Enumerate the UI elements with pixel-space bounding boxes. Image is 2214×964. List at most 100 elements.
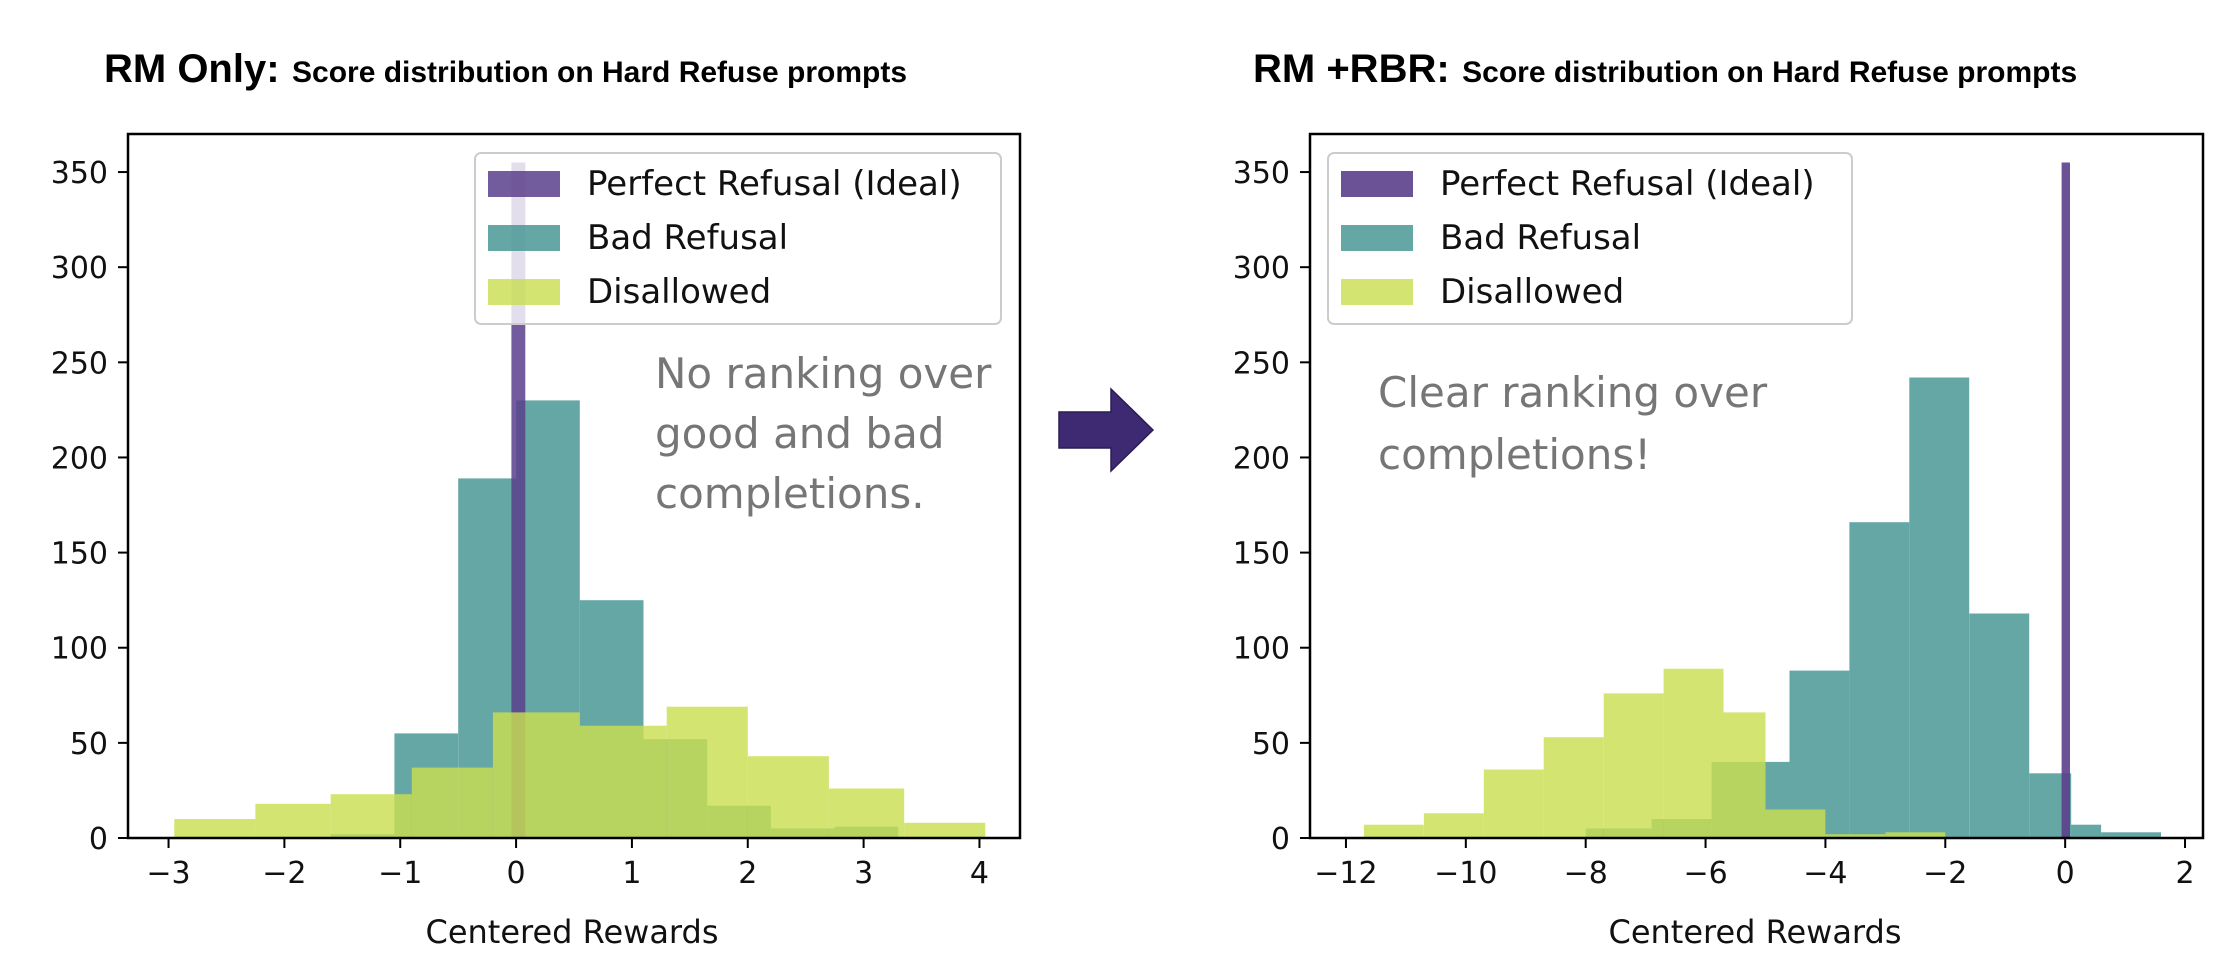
right-disallowed-bar-4 xyxy=(1603,693,1664,838)
right-legend-box xyxy=(1327,152,1853,325)
left-legend-label-disallowed: Disallowed xyxy=(587,272,771,312)
right-y-tick-label: 50 xyxy=(1252,727,1290,762)
right-legend-swatch-disallowed xyxy=(1341,279,1413,305)
right-disallowed-bar-8 xyxy=(1825,834,1886,838)
right-legend-label-ideal: Perfect Refusal (Ideal) xyxy=(1440,164,1815,204)
right-legend-swatch-ideal xyxy=(1341,171,1413,197)
right-legend-label-disallowed: Disallowed xyxy=(1440,272,1624,312)
right-bad-bar-6 xyxy=(1969,613,2030,838)
right-y-tick-label: 300 xyxy=(1233,251,1290,286)
right-disallowed-bar-0 xyxy=(1363,824,1424,838)
right-y-tick-label: 250 xyxy=(1233,346,1290,381)
left-y-tick-label: 0 xyxy=(89,822,108,857)
left-disallowed-bar-5 xyxy=(579,725,667,838)
right-disallowed-bar-9 xyxy=(1885,832,1946,838)
left-plot-area: −3 −2 −1 0 1 2 3 4 0 50 100 150 200 250 300 350 Perfect … xyxy=(51,132,1022,891)
left-x-tick-label: 3 xyxy=(854,856,873,891)
right-bad-bar-9 xyxy=(2101,832,2161,838)
right-plot-area: −12 −10 −8 −6 −4 −2 0 2 0 50 100 150 200 250 300 350 Per… xyxy=(1233,132,2205,891)
right-disallowed-bar-2 xyxy=(1483,769,1544,838)
left-x-tick-label: −3 xyxy=(146,856,190,891)
left-legend: Perfect Refusal (Ideal) Bad Refusal Disall… xyxy=(474,152,1002,325)
left-chart-panel: RM Only: Score distribution on Hard Refu… xyxy=(51,47,1022,951)
right-bad-bar-8 xyxy=(2071,824,2102,838)
right-y-tick-label: 100 xyxy=(1233,632,1290,667)
left-ideal-bar-0 xyxy=(511,162,526,838)
right-bad-bar-4 xyxy=(1849,522,1910,838)
left-disallowed-bar-8 xyxy=(828,788,905,838)
left-x-tick-label: −1 xyxy=(378,856,422,891)
right-x-tick-label: 2 xyxy=(2175,856,2194,891)
left-disallowed-bar-3 xyxy=(411,767,493,838)
left-y-tick-label: 300 xyxy=(51,251,108,286)
left-disallowed-bar-1 xyxy=(255,803,331,838)
right-annotation-line: completions! xyxy=(1378,430,1651,479)
left-legend-label-bad: Bad Refusal xyxy=(587,218,788,258)
right-x-tick-label: −12 xyxy=(1314,856,1377,891)
right-disallowed-bar-3 xyxy=(1543,737,1604,838)
left-annotation-line: completions. xyxy=(655,469,925,518)
right-ideal-bar-0 xyxy=(2061,162,2070,838)
left-y-tick-label: 50 xyxy=(70,727,108,762)
left-y-tick-label: 200 xyxy=(51,441,108,476)
right-legend-label-bad: Bad Refusal xyxy=(1440,218,1641,258)
right-x-tick-label: 0 xyxy=(2056,856,2075,891)
right-disallowed-bar-6 xyxy=(1723,712,1766,838)
left-disallowed-bar-6 xyxy=(666,706,748,838)
left-annotation-line: good and bad xyxy=(655,409,945,458)
left-legend-box xyxy=(474,152,1002,325)
right-x-tick-label: −10 xyxy=(1434,856,1497,891)
left-legend-label-ideal: Perfect Refusal (Ideal) xyxy=(587,164,962,204)
right-chart-title: RM +RBR: Score distribution on Hard Refu… xyxy=(1253,47,2077,91)
left-y-tick-label: 350 xyxy=(51,156,108,191)
left-disallowed-bar-2 xyxy=(330,794,412,838)
right-arrow-icon xyxy=(1058,387,1155,473)
left-disallowed-bar-0 xyxy=(174,819,256,838)
left-series-ideal xyxy=(511,162,526,838)
right-disallowed-bar-7 xyxy=(1765,809,1826,838)
left-x-axis-label: Centered Rewards xyxy=(425,913,718,951)
right-axes-frame xyxy=(1308,132,2205,840)
right-x-tick-label: −8 xyxy=(1564,856,1608,891)
left-axes-frame xyxy=(126,132,1022,840)
right-x-axis-label: Centered Rewards xyxy=(1608,913,1901,951)
right-series-disallowed xyxy=(1363,668,1946,838)
right-series-ideal xyxy=(2061,162,2070,838)
right-x-tick-label: −6 xyxy=(1683,856,1727,891)
right-y-tick-label: 150 xyxy=(1233,537,1290,572)
right-annotation-line: Clear ranking over xyxy=(1378,368,1768,417)
left-legend-swatch-bad xyxy=(488,225,560,251)
right-disallowed-bar-5 xyxy=(1663,668,1724,838)
left-chart-title-rest: Score distribution on Hard Refuse prompt… xyxy=(292,56,907,89)
left-y-tick-label: 100 xyxy=(51,632,108,667)
left-y-tick-label: 250 xyxy=(51,346,108,381)
left-x-tick-label: 2 xyxy=(738,856,757,891)
left-legend-swatch-disallowed xyxy=(488,279,560,305)
left-chart-title-bold: RM Only: xyxy=(104,47,280,91)
left-x-tick-label: 0 xyxy=(507,856,526,891)
right-bad-bar-5 xyxy=(1909,377,1970,838)
left-disallowed-bar-4 xyxy=(492,712,580,838)
right-chart-panel: RM +RBR: Score distribution on Hard Refu… xyxy=(1233,47,2205,951)
right-legend: Perfect Refusal (Ideal) Bad Refusal Disall… xyxy=(1327,152,1853,325)
right-y-tick-label: 0 xyxy=(1271,822,1290,857)
left-x-tick-label: 4 xyxy=(970,856,989,891)
right-y-tick-label: 200 xyxy=(1233,441,1290,476)
left-disallowed-bar-9 xyxy=(904,822,986,838)
right-chart-title-bold: RM +RBR: xyxy=(1253,47,1450,91)
right-x-tick-label: −2 xyxy=(1923,856,1967,891)
left-chart-title: RM Only: Score distribution on Hard Refu… xyxy=(104,47,907,91)
right-legend-swatch-bad xyxy=(1341,225,1413,251)
right-chart-title-rest: Score distribution on Hard Refuse prompt… xyxy=(1462,56,2077,89)
left-series-disallowed xyxy=(174,706,986,838)
left-legend-swatch-ideal xyxy=(488,171,560,197)
right-disallowed-bar-1 xyxy=(1423,813,1484,838)
left-x-tick-label: −2 xyxy=(262,856,306,891)
left-y-tick-label: 150 xyxy=(51,537,108,572)
left-disallowed-bar-7 xyxy=(747,756,829,838)
left-annotation-line: No ranking over xyxy=(655,349,992,398)
right-x-tick-label: −4 xyxy=(1803,856,1847,891)
left-x-tick-label: 1 xyxy=(622,856,641,891)
right-y-tick-label: 350 xyxy=(1233,156,1290,191)
